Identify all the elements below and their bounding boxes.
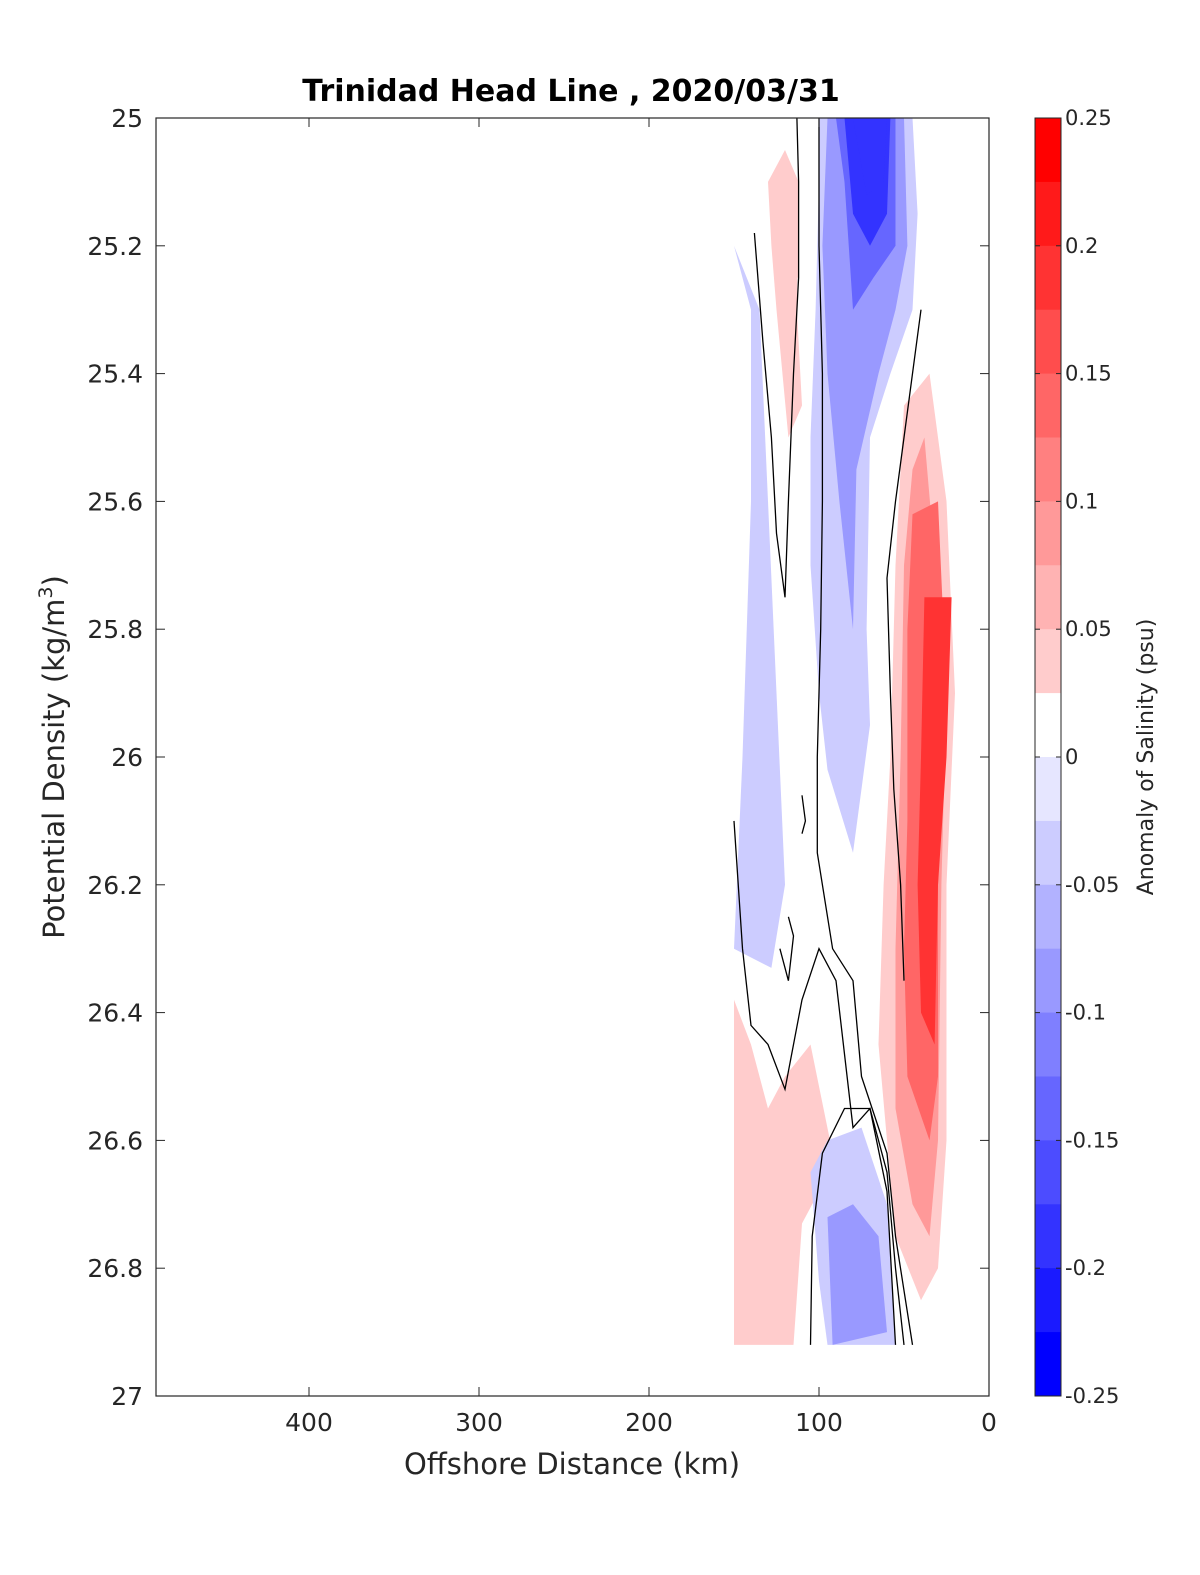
x-tick-label: 300 <box>455 1408 503 1437</box>
y-tick-label: 26.6 <box>87 1126 143 1155</box>
plot-area: 400 300 200 100 0 25 25.2 25.4 25.6 25.8 26 26.2 26… <box>87 104 997 1437</box>
y-tick-label: 26.4 <box>87 999 143 1028</box>
colorbar-segment <box>1035 181 1061 247</box>
anomaly-region-12 <box>734 999 833 1345</box>
colorbar-segment <box>1035 1076 1061 1141</box>
colorbar-segment <box>1035 1268 1061 1333</box>
colorbar-segment <box>1035 245 1061 311</box>
y-axis-label-text: Potential Density (kg/m <box>37 599 71 939</box>
zero-contour-0 <box>816 118 914 1346</box>
colorbar-segment <box>1035 629 1061 694</box>
colorbar-segments <box>1035 118 1061 1397</box>
y-tick-label: 26 <box>111 743 143 772</box>
zero-contour-5 <box>886 309 922 981</box>
zero-contour-3 <box>779 916 795 981</box>
colorbar-segment <box>1035 437 1061 502</box>
chart-title: Trinidad Head Line , 2020/03/31 <box>302 74 839 109</box>
zero-contour-1 <box>753 117 800 598</box>
y-tick-label: 25.4 <box>87 360 143 389</box>
colorbar-tick-label: -0.25 <box>1065 1384 1119 1408</box>
colorbar-segment <box>1035 309 1061 375</box>
colorbar-tick-label: -0.15 <box>1065 1128 1119 1152</box>
colorbar-segment <box>1035 501 1061 566</box>
colorbar-segment <box>1035 693 1061 758</box>
colorbar-ticks: 0.25 0.2 0.15 0.1 0.05 0 -0.05 -0.1 -0.15 -0.2 -0.… <box>1035 106 1119 1408</box>
anomaly-region-7 <box>853 118 887 195</box>
colorbar-segment <box>1035 820 1061 886</box>
colorbar-tick-label: -0.1 <box>1065 1001 1106 1025</box>
colorbar-segment <box>1035 1012 1061 1077</box>
anomaly-region-0 <box>734 245 785 968</box>
x-tick-label: 400 <box>285 1408 333 1437</box>
anomaly-region-2 <box>788 194 799 278</box>
y-axis: 25 25.2 25.4 25.6 25.8 26 26.2 26.4 26.6 26.8 27 <box>87 104 989 1411</box>
x-tick-label: 200 <box>625 1408 673 1437</box>
colorbar-tick-label: 0.05 <box>1065 617 1112 641</box>
x-axis-label: Offshore Distance (km) <box>404 1447 740 1481</box>
x-tick-label: 0 <box>981 1408 997 1437</box>
zero-contour-lines <box>733 117 922 1346</box>
colorbar-tick-label: -0.2 <box>1065 1256 1106 1280</box>
colorbar-segment <box>1035 1204 1061 1269</box>
y-tick-label: 25 <box>111 104 143 133</box>
zero-contour-4 <box>801 795 807 834</box>
colorbar-segment <box>1035 948 1061 1014</box>
anomaly-region-11 <box>917 597 952 1045</box>
colorbar-segment <box>1035 118 1061 183</box>
y-tick-label: 25.6 <box>87 487 143 516</box>
colorbar-segment <box>1035 373 1061 438</box>
colorbar-segment <box>1035 1332 1061 1397</box>
colorbar-tick-label: 0.25 <box>1065 106 1112 130</box>
colorbar-label: Anomaly of Salinity (psu) <box>1134 619 1159 896</box>
y-tick-label: 25.2 <box>87 232 143 261</box>
colorbar-segment <box>1035 757 1061 822</box>
x-tick-label: 100 <box>795 1408 843 1437</box>
colorbar: 0.25 0.2 0.15 0.1 0.05 0 -0.05 -0.1 -0.15 -0.2 -0.… <box>1034 106 1119 1408</box>
colorbar-tick-label: 0 <box>1065 745 1078 769</box>
colorbar-segment <box>1035 1140 1061 1205</box>
y-tick-label: 26.2 <box>87 871 143 900</box>
y-tick-label: 25.8 <box>87 615 143 644</box>
zero-contour-6 <box>809 1107 905 1345</box>
y-axis-label-close: ) <box>37 575 71 586</box>
zero-contour-2 <box>733 820 897 1345</box>
colorbar-tick-label: 0.15 <box>1065 362 1112 386</box>
colorbar-tick-label: -0.05 <box>1065 873 1119 897</box>
y-tick-label: 27 <box>111 1382 143 1411</box>
colorbar-segment <box>1035 565 1061 630</box>
y-tick-label: 26.8 <box>87 1254 143 1283</box>
anomaly-region-14 <box>827 1204 887 1345</box>
x-axis: 400 300 200 100 0 <box>285 118 997 1437</box>
colorbar-segment <box>1035 884 1061 950</box>
colorbar-tick-label: 0.1 <box>1065 489 1098 513</box>
y-axis-label-superscript: 3 <box>35 586 57 598</box>
colorbar-tick-label: 0.2 <box>1065 234 1098 258</box>
y-axis-label: Potential Density (kg/m3) <box>35 575 71 939</box>
